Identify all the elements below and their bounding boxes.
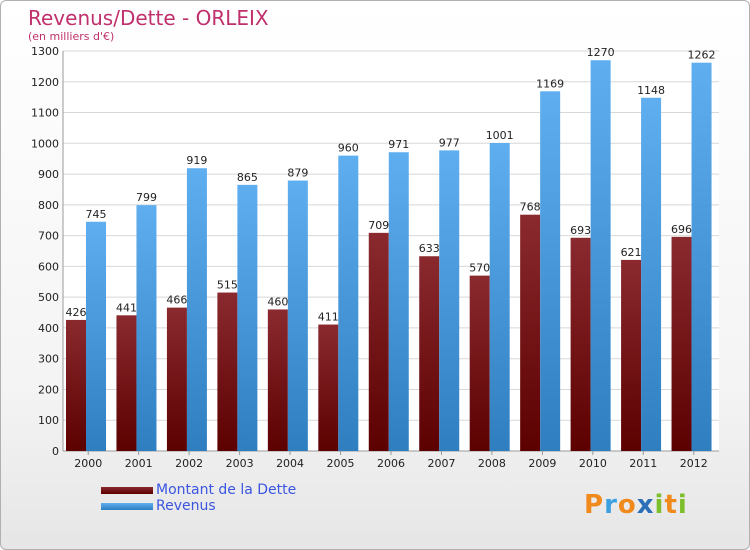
logo-letter: o bbox=[617, 490, 637, 520]
legend-label-dette: Montant de la Dette bbox=[156, 482, 297, 498]
legend-swatch-dette bbox=[101, 487, 153, 494]
value-label-revenus: 879 bbox=[287, 167, 308, 180]
y-tick-label: 400 bbox=[38, 322, 59, 335]
x-tick-label: 2000 bbox=[74, 457, 102, 470]
bar-revenus bbox=[86, 221, 106, 451]
bar-revenus bbox=[287, 180, 308, 452]
value-label-revenus: 919 bbox=[186, 154, 207, 167]
bar-revenus bbox=[237, 184, 258, 451]
bar-dette bbox=[116, 315, 137, 451]
bar-revenus bbox=[691, 62, 712, 451]
logo-letter: x bbox=[636, 490, 655, 520]
bar-revenus bbox=[540, 91, 561, 452]
x-tick-label: 2010 bbox=[579, 457, 607, 470]
x-tick-label: 2011 bbox=[629, 457, 657, 470]
x-tick-label: 2006 bbox=[377, 457, 405, 470]
value-label-dette: 441 bbox=[116, 301, 137, 314]
value-label-dette: 460 bbox=[267, 295, 288, 308]
value-label-revenus: 977 bbox=[439, 136, 460, 149]
y-tick-label: 1200 bbox=[31, 76, 59, 89]
bar-dette bbox=[469, 275, 490, 451]
value-label-revenus: 960 bbox=[338, 142, 359, 155]
x-tick-label: 2003 bbox=[226, 457, 254, 470]
value-label-revenus: 1262 bbox=[688, 49, 716, 62]
bar-revenus bbox=[136, 205, 157, 451]
bar-dette bbox=[267, 309, 288, 451]
legend-label-revenus: Revenus bbox=[156, 498, 216, 514]
value-label-revenus: 865 bbox=[237, 171, 258, 184]
bar-revenus bbox=[439, 150, 460, 451]
value-label-dette: 696 bbox=[671, 223, 692, 236]
proxiti-logo: Proxiti bbox=[584, 490, 688, 520]
value-label-revenus: 745 bbox=[86, 208, 107, 221]
value-label-revenus: 971 bbox=[388, 138, 409, 151]
value-label-revenus: 1270 bbox=[587, 46, 615, 59]
value-label-dette: 709 bbox=[368, 219, 389, 232]
value-label-dette: 633 bbox=[419, 242, 440, 255]
y-tick-label: 0 bbox=[52, 445, 59, 458]
value-label-dette: 426 bbox=[66, 306, 87, 319]
bar-revenus bbox=[489, 143, 510, 451]
x-tick-label: 2012 bbox=[680, 457, 708, 470]
y-tick-label: 500 bbox=[38, 291, 59, 304]
logo-letter: r bbox=[604, 490, 618, 520]
y-tick-label: 100 bbox=[38, 414, 59, 427]
bar-dette bbox=[520, 214, 541, 451]
value-label-dette: 411 bbox=[318, 311, 339, 324]
x-tick-label: 2001 bbox=[125, 457, 153, 470]
value-label-dette: 768 bbox=[520, 201, 541, 214]
bar-dette bbox=[419, 256, 440, 451]
value-label-dette: 466 bbox=[166, 294, 187, 307]
chart-subtitle: (en milliers d'€) bbox=[28, 30, 115, 43]
bar-dette bbox=[621, 259, 642, 451]
logo-letter: P bbox=[584, 490, 605, 520]
bar-dette bbox=[368, 232, 389, 451]
y-tick-label: 900 bbox=[38, 168, 59, 181]
bar-revenus bbox=[641, 97, 662, 452]
y-tick-label: 1000 bbox=[31, 137, 59, 150]
bar-revenus bbox=[338, 155, 359, 451]
x-tick-label: 2002 bbox=[175, 457, 203, 470]
value-label-revenus: 799 bbox=[136, 191, 157, 204]
logo-letter: t bbox=[664, 490, 678, 520]
bar-revenus bbox=[186, 168, 207, 451]
bar-dette bbox=[166, 307, 187, 451]
value-label-revenus: 1001 bbox=[486, 129, 514, 142]
y-tick-label: 600 bbox=[38, 260, 59, 273]
x-tick-label: 2005 bbox=[327, 457, 355, 470]
bar-dette bbox=[318, 324, 339, 451]
value-label-revenus: 1169 bbox=[536, 77, 564, 90]
y-tick-label: 200 bbox=[38, 383, 59, 396]
y-tick-label: 800 bbox=[38, 199, 59, 212]
x-tick-label: 2004 bbox=[276, 457, 304, 470]
value-label-dette: 515 bbox=[217, 279, 238, 292]
x-tick-label: 2009 bbox=[528, 457, 556, 470]
value-label-revenus: 1148 bbox=[637, 84, 665, 97]
logo-letter: i bbox=[677, 490, 688, 520]
x-tick-label: 2007 bbox=[427, 457, 455, 470]
y-tick-label: 300 bbox=[38, 353, 59, 366]
logo-letter: i bbox=[654, 490, 665, 520]
value-label-dette: 693 bbox=[570, 224, 591, 237]
bar-dette bbox=[570, 237, 591, 451]
bar-revenus bbox=[590, 60, 611, 451]
bar-dette bbox=[217, 292, 238, 451]
bar-revenus bbox=[388, 152, 409, 451]
y-tick-label: 1300 bbox=[31, 45, 59, 58]
legend-swatch-revenus bbox=[101, 503, 153, 510]
value-label-dette: 570 bbox=[469, 262, 490, 275]
chart-title: Revenus/Dette - ORLEIX bbox=[28, 6, 269, 30]
y-tick-label: 1100 bbox=[31, 107, 59, 120]
bar-dette bbox=[66, 319, 86, 451]
value-label-dette: 621 bbox=[621, 246, 642, 259]
bar-dette bbox=[671, 236, 692, 451]
y-tick-label: 700 bbox=[38, 230, 59, 243]
x-tick-label: 2008 bbox=[478, 457, 506, 470]
